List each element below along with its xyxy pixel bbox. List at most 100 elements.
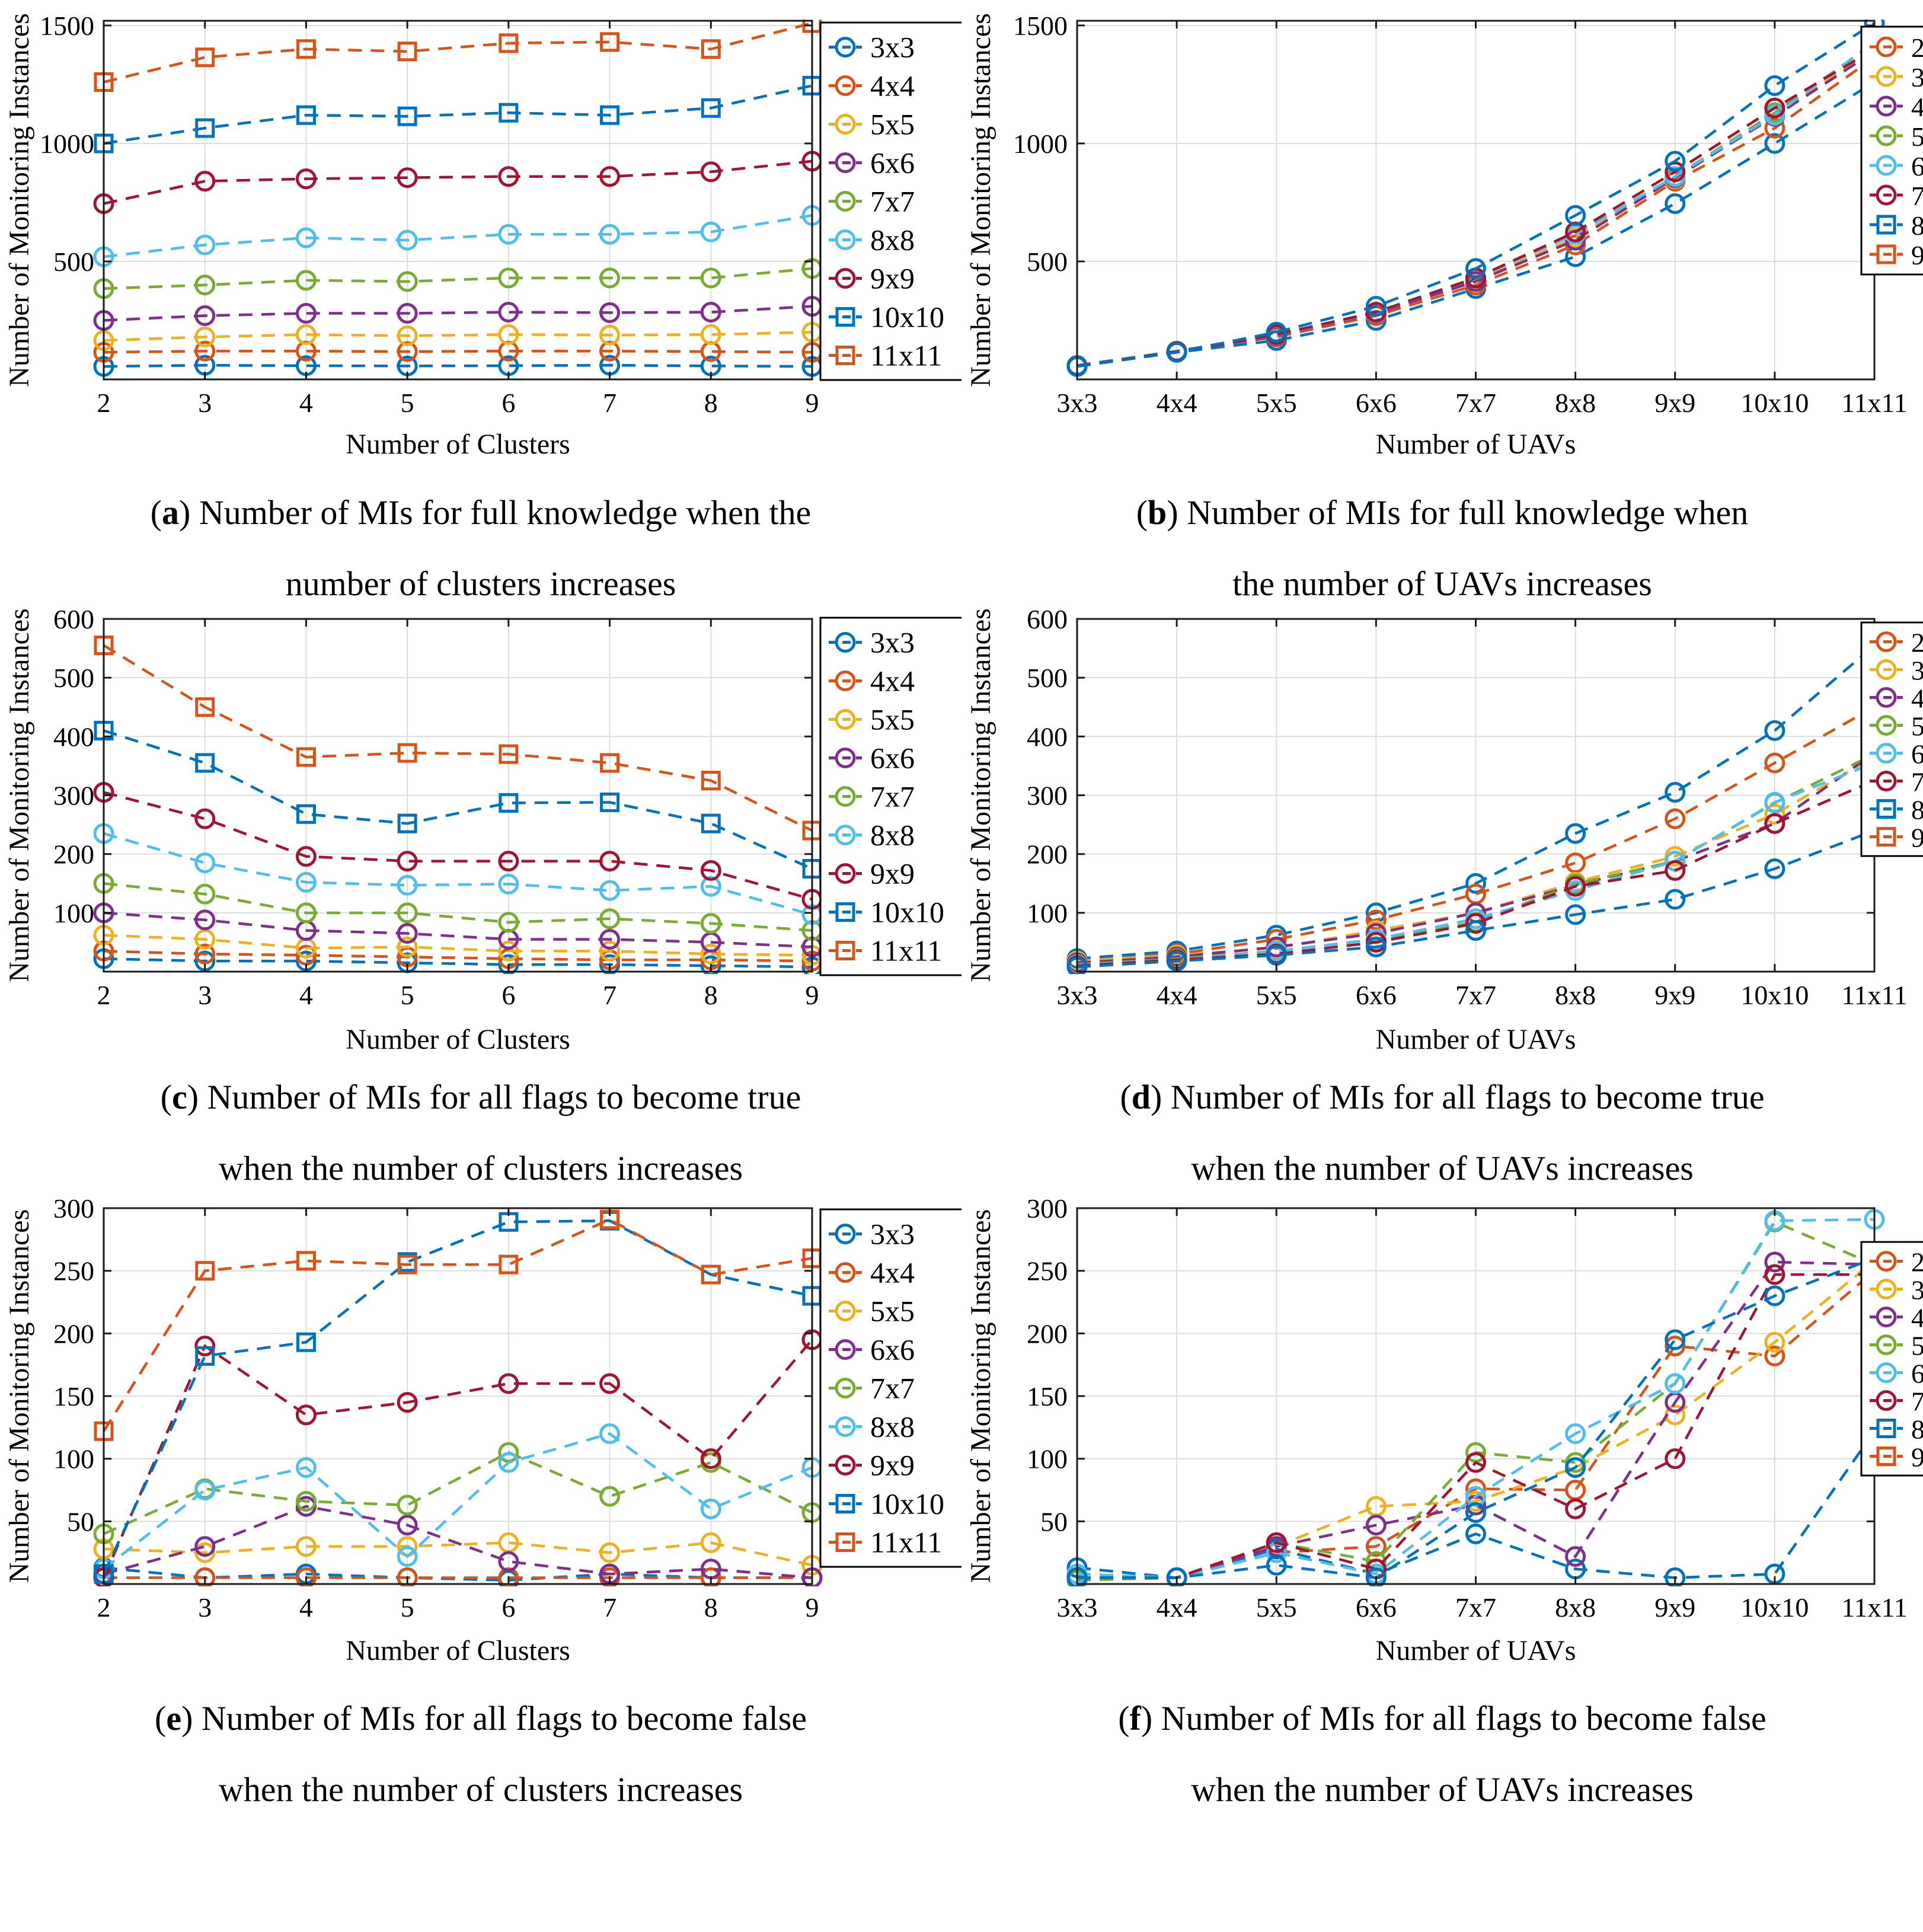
svg-text:11x11: 11x11 (870, 934, 942, 967)
svg-text:300: 300 (1027, 1193, 1068, 1224)
svg-text:6x6: 6x6 (870, 1333, 915, 1366)
svg-text:2: 2 (1911, 1247, 1923, 1278)
svg-text:7: 7 (1911, 181, 1923, 211)
legend: 3x3 4x4 5x5 6x6 7x7 8x8 9x9 10x10 11x11 (819, 1208, 962, 1568)
svg-text:10x10: 10x10 (1740, 1592, 1809, 1623)
legend-item-4x4: 4x4 (829, 1256, 915, 1289)
chart-d-svg: 3x3 4x4 5x5 6x6 7x7 8x8 9x9 10x10 11x11 100 200 300… (965, 604, 1923, 1055)
legend-item-7x7: 7x7 (829, 1372, 915, 1405)
axes: 2 3 4 5 6 7 8 9 500 1000 1500 (40, 11, 819, 418)
svg-text:11x11: 11x11 (1841, 980, 1908, 1010)
x-axis-label: Number of UAVs (1376, 1635, 1576, 1666)
series-10x10 (94, 1211, 822, 1584)
caption-e-line1: (e) Number of MIs for all flags to becom… (154, 1699, 807, 1738)
legend-item-9: 9 (1870, 1442, 1923, 1473)
legend-item-9: 9 (1870, 240, 1923, 270)
svg-text:250: 250 (1027, 1256, 1068, 1286)
legend-item-6x6: 6x6 (829, 1333, 915, 1366)
svg-text:7: 7 (1911, 767, 1923, 797)
svg-text:8x8: 8x8 (870, 1410, 915, 1444)
y-axis-label: Number of Monitoring Instances (4, 1209, 35, 1583)
svg-text:9x9: 9x9 (1654, 1592, 1695, 1623)
series-9x9 (93, 151, 823, 214)
svg-text:3: 3 (1911, 656, 1923, 686)
svg-text:4: 4 (1911, 92, 1923, 122)
svg-text:5x5: 5x5 (1256, 980, 1297, 1010)
y-axis-label: Number of Monitoring Instances (965, 13, 996, 387)
svg-text:7: 7 (603, 388, 616, 418)
legend-item-6: 6 (1870, 1359, 1923, 1389)
svg-text:2: 2 (97, 388, 111, 418)
series-10x10 (94, 75, 822, 154)
series-8x8 (93, 205, 823, 267)
legend-item-3: 3 (1870, 62, 1923, 92)
legend-item-3x3: 3x3 (829, 31, 915, 64)
chart-panel-c: 2 3 4 5 6 7 8 9 100 200 300 400 500 600 Number of Clus… (0, 601, 962, 1186)
svg-text:6x6: 6x6 (1356, 388, 1397, 418)
legend-item-5: 5 (1870, 122, 1923, 152)
legend-item-11x11: 11x11 (829, 339, 942, 372)
caption-e-line2: when the number of clusters increases (218, 1770, 743, 1807)
svg-text:11x11: 11x11 (1841, 1592, 1908, 1623)
legend-item-6x6: 6x6 (829, 742, 915, 775)
svg-text:6x6: 6x6 (1356, 980, 1397, 1010)
svg-text:8: 8 (1911, 795, 1923, 825)
caption-f-line2: when the number of UAVs increases (1191, 1770, 1694, 1807)
legend-item-5x5: 5x5 (829, 1295, 915, 1328)
svg-text:6: 6 (1911, 151, 1923, 181)
legend: 3x3 4x4 5x5 6x6 7x7 8x8 9x9 10x10 11x11 (819, 617, 962, 976)
chart-panel-d: 3x3 4x4 5x5 6x6 7x7 8x8 9x9 10x10 11x11 100 200 300… (962, 601, 1923, 1186)
svg-text:250: 250 (53, 1256, 94, 1286)
svg-text:4: 4 (299, 980, 313, 1010)
legend-item-8: 8 (1870, 795, 1923, 825)
svg-text:300: 300 (53, 1193, 94, 1224)
legend-item-9x9: 9x9 (829, 262, 915, 295)
legend-item-8: 8 (1870, 210, 1923, 241)
svg-text:500: 500 (53, 663, 94, 693)
svg-text:50: 50 (1040, 1506, 1068, 1537)
svg-text:1000: 1000 (40, 129, 94, 159)
svg-text:3x3: 3x3 (1057, 388, 1098, 418)
gridlines (103, 1208, 813, 1584)
caption-f: (f) Number of MIs for all flags to becom… (962, 1701, 1923, 1807)
caption-e: (e) Number of MIs for all flags to becom… (0, 1701, 962, 1807)
svg-text:2: 2 (97, 1592, 111, 1623)
axes: 2 3 4 5 6 7 8 9 100 200 300 400 500 600 (53, 604, 819, 1010)
legend-item-10x10: 10x10 (829, 1487, 944, 1521)
svg-text:2: 2 (1911, 33, 1923, 63)
legend-item-2: 2 (1870, 1247, 1923, 1278)
svg-text:8x8: 8x8 (1555, 980, 1596, 1010)
svg-text:11x11: 11x11 (870, 1526, 942, 1559)
svg-text:9x9: 9x9 (870, 1449, 915, 1482)
y-axis-label: Number of Monitoring Instances (965, 1209, 996, 1583)
svg-text:500: 500 (1027, 663, 1068, 693)
svg-text:200: 200 (53, 1318, 94, 1349)
svg-text:3: 3 (198, 980, 212, 1010)
svg-text:200: 200 (53, 839, 94, 870)
legend-item-7: 7 (1870, 181, 1923, 211)
legend-item-2: 2 (1870, 33, 1923, 63)
y-axis-label: Number of Monitoring Instances (4, 608, 35, 982)
legend: 3x3 4x4 5x5 6x6 7x7 8x8 9x9 10x10 11x11 (819, 21, 962, 381)
legend-item-8x8: 8x8 (829, 223, 915, 257)
gridlines (1077, 1208, 1875, 1584)
svg-text:1500: 1500 (40, 11, 94, 41)
svg-text:4: 4 (299, 1592, 313, 1623)
series-5x5 (93, 925, 823, 966)
axes: 3x3 4x4 5x5 6x6 7x7 8x8 9x9 10x10 11x11 100 200 300… (1027, 604, 1908, 1010)
svg-text:7: 7 (1911, 1387, 1923, 1417)
svg-text:3: 3 (198, 388, 212, 418)
svg-text:3x3: 3x3 (870, 626, 915, 659)
legend-item-4: 4 (1870, 92, 1923, 122)
svg-text:500: 500 (53, 247, 94, 277)
x-axis-label: Number of Clusters (346, 1024, 570, 1055)
svg-text:600: 600 (53, 604, 94, 634)
svg-text:7x7: 7x7 (1455, 1592, 1496, 1623)
svg-text:9: 9 (806, 980, 819, 1010)
svg-text:9x9: 9x9 (870, 262, 915, 295)
svg-text:10x10: 10x10 (1740, 388, 1809, 418)
svg-text:3x3: 3x3 (1057, 980, 1098, 1010)
svg-text:6: 6 (501, 388, 515, 418)
svg-text:7x7: 7x7 (870, 780, 915, 813)
